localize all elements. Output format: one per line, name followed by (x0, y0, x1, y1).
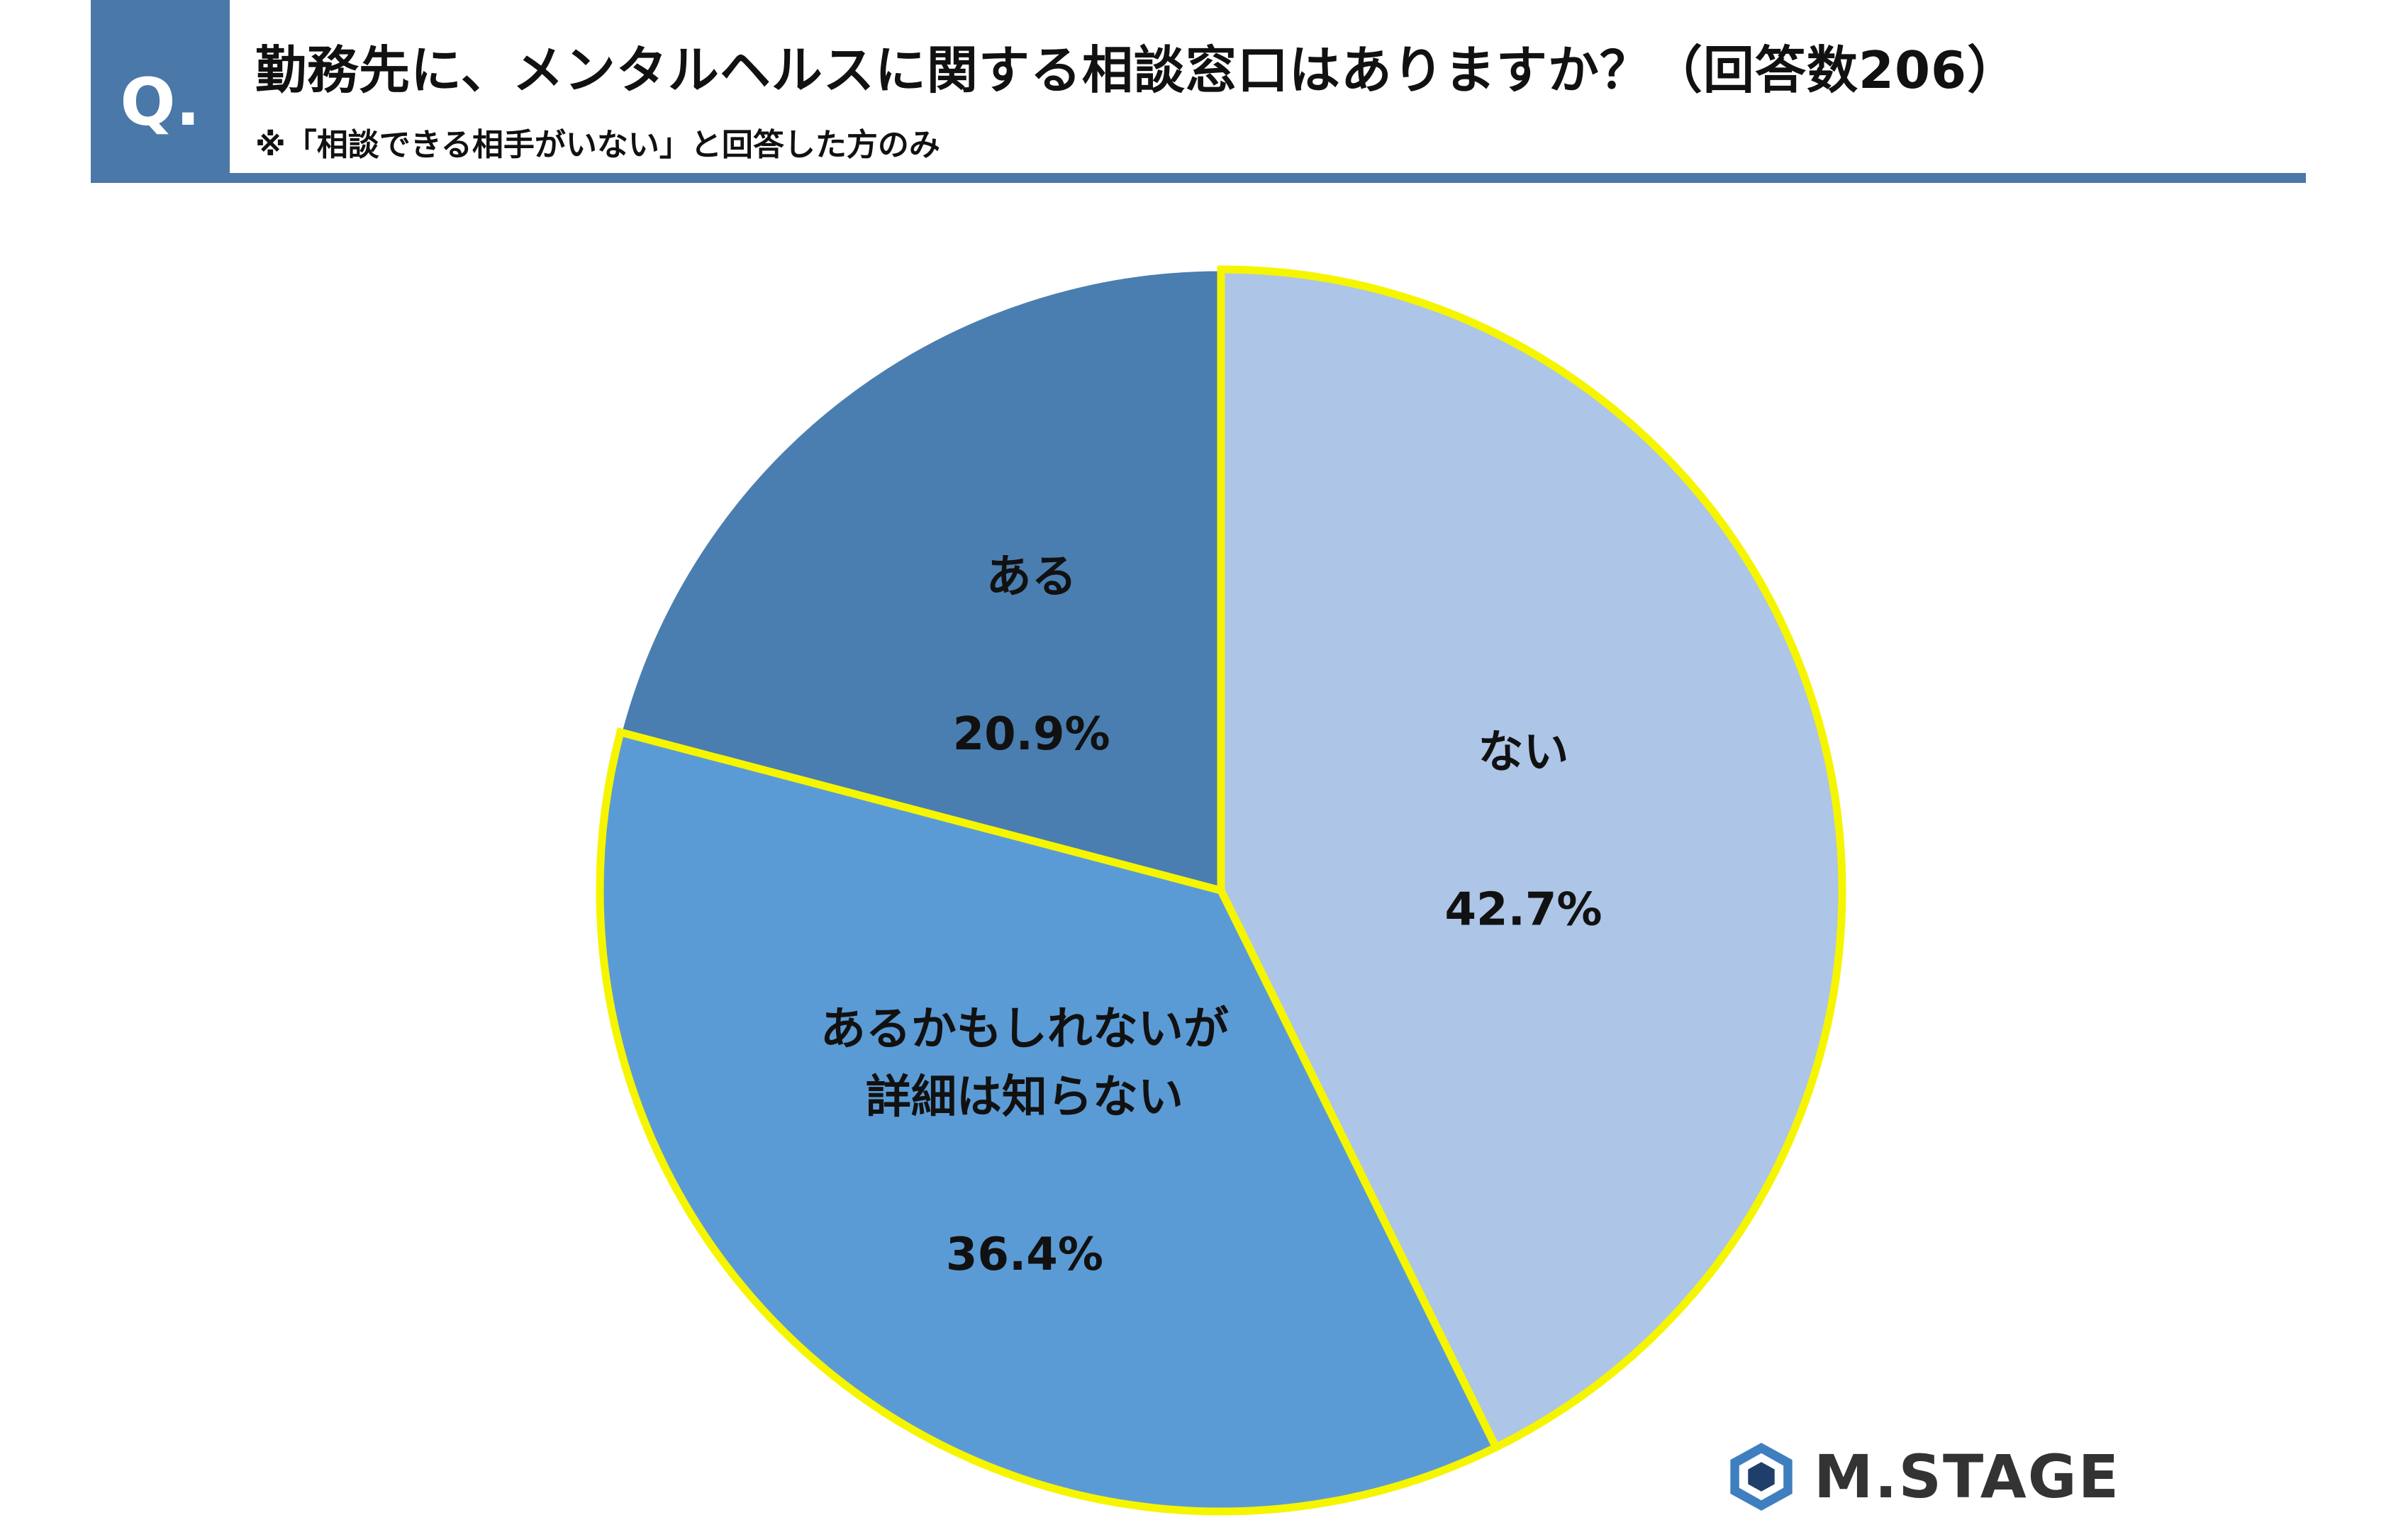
chart-title: 勤務先に、メンタルヘルスに関する相談窓口はありますか？（回答数206） (255, 40, 2019, 100)
pie-slice-highlight-1 (596, 727, 1502, 1516)
pie-slice-2 (618, 267, 1223, 893)
slice-value-label: 42.7% (1445, 883, 1602, 936)
brand-logo: M.STAGE (1724, 1438, 2120, 1516)
slice-label-0: ない 42.7% (1445, 726, 1602, 936)
chart-subtitle-note: ※「相談できる相手がいない」と回答した方のみ (255, 127, 940, 163)
logo-text: M.STAGE (1814, 1442, 2121, 1511)
question-badge: Q. (91, 0, 230, 183)
slice-category-label: あるかもしれないが (820, 1003, 1229, 1056)
pie-slice-highlight-0 (1217, 265, 1846, 1453)
slice-label-1: あるかもしれないが詳細は知らない 36.4% (820, 1003, 1229, 1281)
slice-label-2: ある 20.9% (953, 551, 1110, 761)
slice-category-label: ある (986, 551, 1077, 603)
slice-category-label: ない (1478, 726, 1569, 778)
slice-value-label: 20.9% (953, 708, 1110, 761)
slice-value-label: 36.4% (946, 1229, 1103, 1281)
header-divider (91, 173, 2306, 183)
logo-mark-icon (1730, 1443, 1793, 1511)
slice-category-label: 詳細は知らない (866, 1071, 1183, 1124)
